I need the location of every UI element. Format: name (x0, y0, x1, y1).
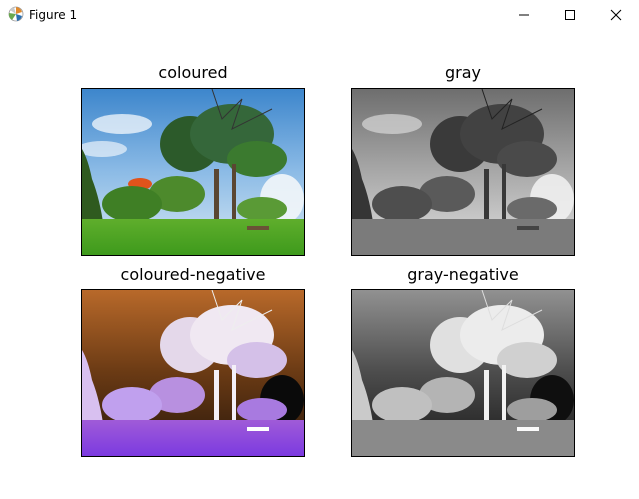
landscape-photo (81, 88, 305, 256)
subplot-title-coloured-negative: coloured-negative (120, 265, 266, 284)
close-icon (610, 9, 622, 21)
maximize-button[interactable] (547, 0, 593, 30)
landscape-grayscale-inverted (351, 289, 575, 457)
landscape-inverted (81, 289, 305, 457)
window-titlebar: Figure 1 (0, 0, 639, 30)
matplotlib-icon (8, 6, 24, 22)
landscape-grayscale (351, 88, 575, 256)
minimize-icon (519, 14, 529, 16)
subplot-title-gray: gray (444, 63, 481, 82)
minimize-button[interactable] (501, 0, 547, 30)
close-button[interactable] (593, 0, 639, 30)
window-title: Figure 1 (29, 8, 78, 22)
subplot-title-coloured: coloured (158, 63, 228, 82)
maximize-icon (565, 10, 575, 20)
subplot-title-gray-negative: gray-negative (407, 265, 519, 284)
